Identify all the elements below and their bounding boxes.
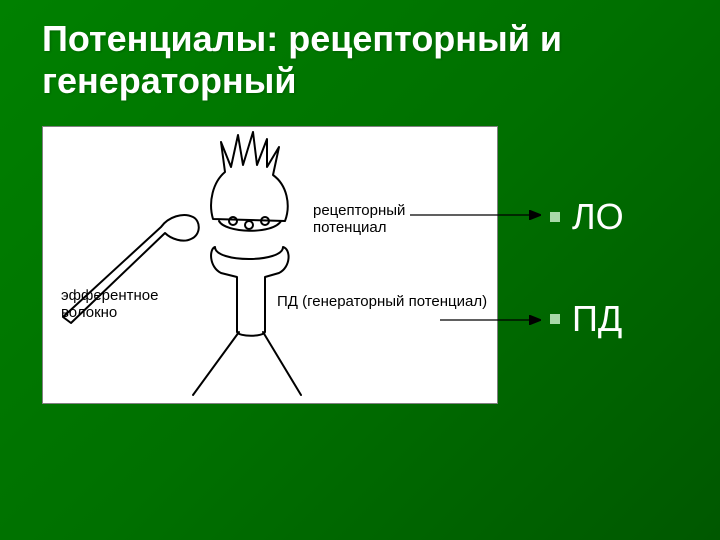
bullet-label: ЛО: [572, 196, 624, 238]
bullet-item-pd: ПД: [550, 298, 624, 340]
bullet-list: ЛО ПД: [550, 196, 624, 400]
bullet-marker-icon: [550, 212, 560, 222]
bullet-marker-icon: [550, 314, 560, 324]
slide: Потенциалы: рецепторный и генераторный: [0, 0, 720, 540]
bullet-label: ПД: [572, 298, 622, 340]
bullet-item-lo: ЛО: [550, 196, 624, 238]
